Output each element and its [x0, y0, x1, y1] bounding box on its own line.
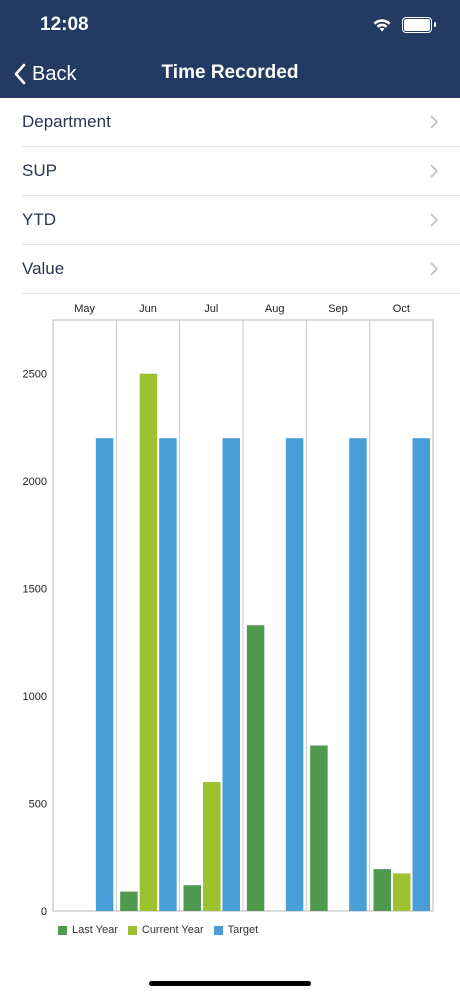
- x-tick-label: Jul: [204, 303, 218, 315]
- bar-target-jun: [159, 438, 177, 911]
- bar-last-year-jul: [183, 885, 201, 911]
- bar-last-year-jun: [120, 891, 138, 911]
- x-tick-label: May: [74, 303, 95, 315]
- chevron-right-icon: [430, 115, 438, 129]
- bar-current-year-oct: [393, 873, 411, 911]
- list-item-label: SUP: [22, 161, 57, 180]
- bar-last-year-aug: [246, 625, 265, 911]
- page-title: Time Recorded: [161, 62, 299, 83]
- back-label: Back: [32, 62, 77, 85]
- list-item-label: Department: [22, 112, 111, 131]
- bar-target-sep: [349, 438, 367, 911]
- x-tick-label: Aug: [265, 303, 285, 315]
- nav-bar: 12:08 Back Time Recorded: [0, 0, 460, 98]
- status-time: 12:08: [40, 14, 89, 35]
- y-tick-label: 0: [41, 906, 47, 918]
- y-tick-label: 500: [29, 799, 47, 811]
- legend-label: Current Year: [141, 924, 204, 936]
- legend-item-last-year: Last Year: [58, 924, 118, 936]
- wifi-icon: [373, 19, 391, 32]
- bar-current-year-jun: [139, 373, 158, 911]
- legend-swatch: [58, 925, 67, 935]
- list-item-label: YTD: [22, 210, 56, 229]
- legend-swatch: [213, 925, 223, 935]
- bar-target-aug: [285, 438, 304, 911]
- list-item-sup[interactable]: SUP: [22, 147, 460, 196]
- legend-swatch: [127, 925, 137, 935]
- battery-icon: [402, 17, 436, 33]
- home-indicator: [149, 981, 311, 986]
- bar-current-year-jul: [203, 782, 221, 911]
- filter-list: Department SUP YTD Value: [0, 98, 460, 294]
- time-recorded-chart: May Jun Jul Aug Sep Oct 0 500 1000 1500 2000 2500: [23, 303, 434, 918]
- chevron-left-icon: [14, 63, 26, 85]
- y-tick-label: 1000: [23, 691, 47, 703]
- chevron-right-icon: [430, 262, 438, 276]
- y-tick-label: 2000: [23, 476, 47, 488]
- bar-target-jul: [222, 438, 240, 911]
- legend-label: Last Year: [72, 924, 118, 936]
- y-tick-label: 2500: [23, 369, 47, 381]
- back-button[interactable]: Back: [14, 60, 76, 88]
- list-item-label: Value: [22, 259, 65, 278]
- bar-target-may: [95, 438, 114, 911]
- legend-label: Target: [227, 924, 259, 936]
- x-tick-label: Oct: [393, 303, 410, 315]
- chevron-right-icon: [430, 213, 438, 227]
- legend-item-target: Target: [213, 924, 259, 936]
- y-tick-label: 1500: [23, 584, 47, 596]
- bar-last-year-sep: [310, 745, 328, 911]
- legend-item-current-year: Current Year: [127, 924, 204, 936]
- x-tick-label: Jun: [139, 303, 157, 315]
- list-item-ytd[interactable]: YTD: [22, 196, 460, 245]
- bar-target-oct: [412, 438, 430, 911]
- bar-last-year-oct: [373, 869, 391, 911]
- list-item-value[interactable]: Value: [22, 245, 460, 294]
- x-tick-label: Sep: [328, 303, 348, 315]
- chevron-right-icon: [430, 164, 438, 178]
- status-icons: [372, 16, 436, 34]
- list-item-department[interactable]: Department: [22, 98, 460, 147]
- chart-legend: Last Year Current Year Target: [58, 924, 258, 936]
